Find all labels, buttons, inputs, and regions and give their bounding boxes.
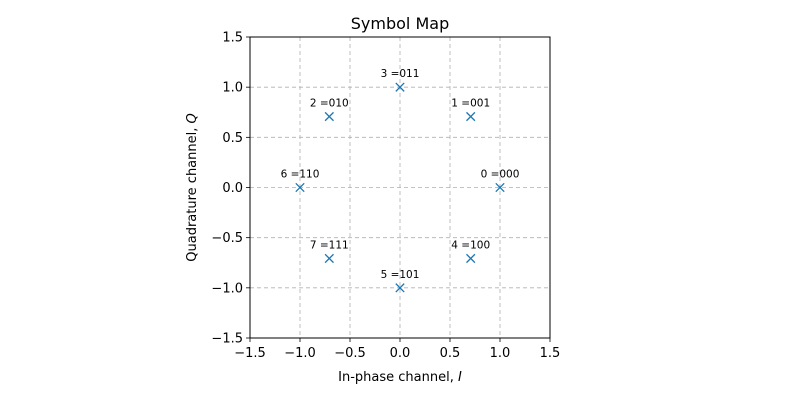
x-axis-label-var: I — [458, 370, 462, 385]
x-tick-label: 0.0 — [390, 346, 411, 361]
x-axis-label-text: In-phase channel, — [338, 370, 458, 385]
axis-ticks: −1.5 −1.0 −0.5 0.0 0.5 1.0 1.5 −1.5 −1.0 −0.5 0.0 0… — [211, 31, 560, 362]
data-point-marker — [466, 253, 476, 264]
data-point-label: 5 =101 — [381, 269, 420, 281]
data-point-marker — [295, 182, 305, 193]
data-point-marker — [395, 82, 405, 92]
y-tick-label: −1.5 — [211, 332, 243, 347]
data-point-label: 0 =000 — [481, 169, 520, 181]
y-axis-label-text: Quadrature channel, — [185, 124, 200, 262]
x-tick-label: −1.5 — [234, 346, 266, 361]
y-tick-label: 0.0 — [222, 181, 243, 196]
data-point-marker — [495, 182, 505, 193]
data-point-marker — [324, 253, 334, 264]
y-tick-label: 1.5 — [222, 31, 243, 46]
data-point-marker — [324, 111, 334, 122]
data-point-marker — [395, 283, 405, 293]
x-tick-label: 1.0 — [490, 346, 511, 361]
y-axis-label-var: Q — [185, 113, 200, 123]
x-tick-label: 0.5 — [440, 346, 461, 361]
data-point-label: 1 =001 — [451, 98, 490, 110]
y-tick-label: −1.0 — [211, 281, 243, 296]
y-axis-label: Quadrature channel, Q — [185, 113, 200, 261]
grid — [250, 37, 550, 338]
y-tick-label: −0.5 — [211, 231, 243, 246]
data-point-label: 6 =110 — [281, 169, 320, 181]
data-point-label: 3 =011 — [381, 68, 420, 80]
data-points — [295, 82, 505, 293]
data-point-marker — [466, 111, 476, 122]
x-axis-label: In-phase channel, I — [338, 370, 462, 385]
plot-area-frame — [249, 36, 551, 339]
data-point-label: 7 =111 — [310, 239, 349, 251]
y-tick-label: 0.5 — [222, 131, 243, 146]
chart-title: Symbol Map — [351, 14, 449, 33]
x-tick-label: 1.5 — [540, 346, 561, 361]
point-labels: 0 =000 1 =001 2 =010 3 =011 4 =100 5 =101 6 =1… — [281, 68, 520, 281]
data-point-label: 4 =100 — [451, 239, 490, 251]
x-tick-label: −1.0 — [284, 346, 316, 361]
data-point-label: 2 =010 — [310, 98, 349, 110]
x-tick-label: −0.5 — [334, 346, 366, 361]
y-tick-label: 1.0 — [222, 81, 243, 96]
